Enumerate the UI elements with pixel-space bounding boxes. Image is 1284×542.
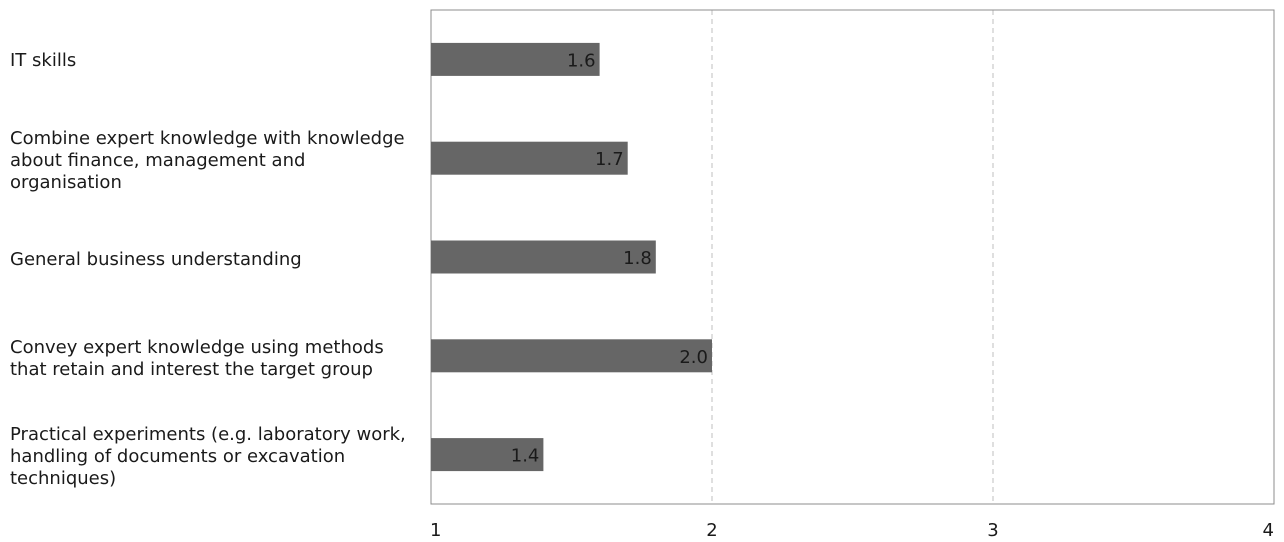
bar xyxy=(431,240,656,274)
x-tick-label: 1 xyxy=(430,520,441,541)
bar xyxy=(431,42,600,76)
x-tick-label: 2 xyxy=(706,520,717,541)
data-label: 1.4 xyxy=(511,446,540,467)
x-tick-label: 4 xyxy=(1263,520,1274,541)
category-label: General business understanding xyxy=(10,249,302,270)
data-label: 1.8 xyxy=(623,248,652,269)
bar xyxy=(431,438,544,472)
category-label: Convey expert knowledge using methods th… xyxy=(10,337,384,380)
data-label: 2.0 xyxy=(679,347,708,368)
x-tick-label: 3 xyxy=(987,520,998,541)
bar xyxy=(431,339,712,373)
category-label: Combine expert knowledge with knowledge … xyxy=(10,128,405,193)
category-label: IT skills xyxy=(10,50,77,71)
data-label: 1.6 xyxy=(567,50,596,71)
bar xyxy=(431,141,628,175)
data-label: 1.7 xyxy=(595,149,624,170)
category-label: Practical experiments (e.g. laboratory w… xyxy=(10,424,406,489)
